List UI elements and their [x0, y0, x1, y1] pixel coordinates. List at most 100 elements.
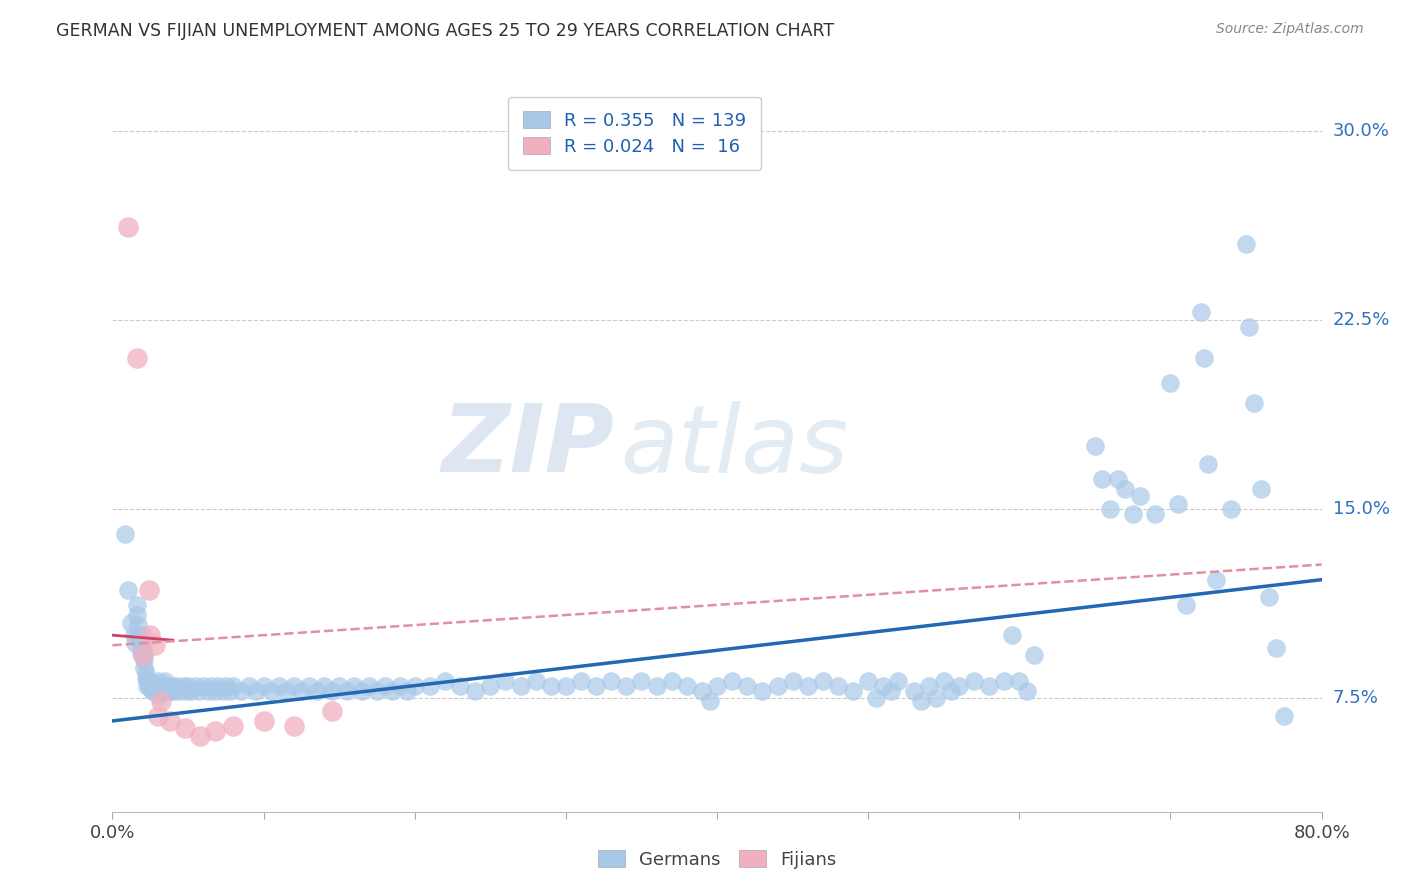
Text: 15.0%: 15.0%	[1333, 500, 1389, 518]
Point	[276, 683, 298, 698]
Point	[122, 628, 145, 642]
Point	[207, 679, 229, 693]
Point	[173, 679, 195, 693]
Point	[134, 661, 156, 675]
Point	[1243, 396, 1265, 410]
Point	[125, 607, 148, 622]
Point	[419, 679, 441, 693]
Point	[328, 679, 350, 693]
Point	[245, 683, 267, 698]
Point	[865, 691, 887, 706]
Point	[381, 683, 404, 698]
Point	[114, 527, 136, 541]
Point	[1015, 683, 1038, 698]
Point	[138, 582, 160, 597]
Point	[204, 683, 226, 698]
Point	[661, 673, 683, 688]
Point	[169, 683, 191, 698]
Point	[125, 351, 148, 365]
Point	[433, 673, 456, 688]
Text: 22.5%: 22.5%	[1333, 311, 1391, 329]
Point	[1001, 628, 1024, 642]
Point	[321, 683, 343, 698]
Point	[404, 679, 426, 693]
Point	[132, 640, 155, 655]
Point	[690, 683, 713, 698]
Point	[142, 683, 165, 698]
Point	[993, 673, 1015, 688]
Point	[215, 679, 238, 693]
Point	[135, 665, 157, 680]
Point	[737, 679, 759, 693]
Point	[524, 673, 547, 688]
Point	[166, 679, 188, 693]
Point	[366, 683, 388, 698]
Point	[449, 679, 471, 693]
Point	[204, 724, 226, 739]
Point	[267, 679, 290, 693]
Point	[645, 679, 668, 693]
Point	[600, 673, 623, 688]
Point	[630, 673, 652, 688]
Point	[903, 683, 925, 698]
Point	[554, 679, 576, 693]
Point	[146, 673, 169, 688]
Point	[1250, 482, 1272, 496]
Point	[143, 638, 166, 652]
Point	[148, 683, 170, 698]
Point	[283, 719, 305, 733]
Point	[314, 679, 336, 693]
Point	[139, 673, 162, 688]
Text: GERMAN VS FIJIAN UNEMPLOYMENT AMONG AGES 25 TO 29 YEARS CORRELATION CHART: GERMAN VS FIJIAN UNEMPLOYMENT AMONG AGES…	[56, 22, 834, 40]
Point	[139, 679, 162, 693]
Point	[1197, 457, 1219, 471]
Point	[827, 679, 849, 693]
Point	[155, 673, 177, 688]
Point	[1257, 591, 1279, 605]
Point	[298, 679, 321, 693]
Point	[925, 691, 948, 706]
Text: 7.5%: 7.5%	[1333, 690, 1379, 707]
Point	[811, 673, 834, 688]
Point	[253, 714, 276, 728]
Point	[156, 679, 179, 693]
Point	[188, 729, 211, 743]
Point	[149, 679, 172, 693]
Point	[187, 683, 209, 698]
Point	[143, 679, 166, 693]
Point	[509, 679, 531, 693]
Point	[1189, 305, 1212, 319]
Point	[153, 679, 176, 693]
Point	[699, 694, 721, 708]
Point	[163, 683, 186, 698]
Point	[977, 679, 1000, 693]
Point	[211, 683, 233, 698]
Point	[495, 673, 517, 688]
Text: ZIP: ZIP	[441, 400, 614, 492]
Text: Source: ZipAtlas.com: Source: ZipAtlas.com	[1216, 22, 1364, 37]
Point	[1084, 439, 1107, 453]
Point	[150, 683, 173, 698]
Point	[569, 673, 592, 688]
Point	[129, 646, 152, 660]
Point	[948, 679, 970, 693]
Point	[305, 683, 328, 698]
Point	[197, 683, 219, 698]
Point	[751, 683, 773, 698]
Point	[127, 618, 149, 632]
Point	[145, 679, 167, 693]
Point	[585, 679, 607, 693]
Point	[146, 679, 169, 693]
Point	[222, 719, 245, 733]
Point	[138, 679, 160, 693]
Point	[872, 679, 894, 693]
Point	[253, 679, 276, 693]
Point	[1272, 709, 1295, 723]
Point	[1234, 237, 1257, 252]
Point	[321, 704, 343, 718]
Point	[479, 679, 502, 693]
Point	[782, 673, 804, 688]
Point	[766, 679, 789, 693]
Point	[880, 683, 903, 698]
Point	[229, 683, 252, 698]
